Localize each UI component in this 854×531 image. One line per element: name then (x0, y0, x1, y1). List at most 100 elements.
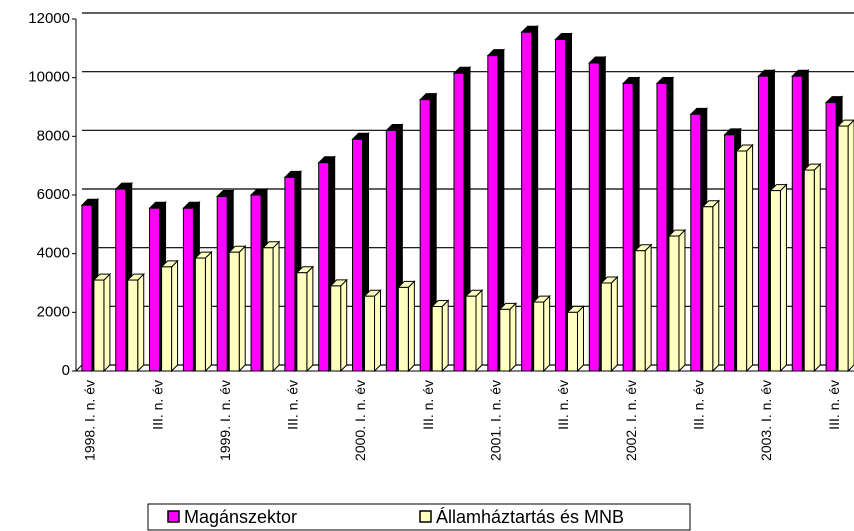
bar-side (475, 288, 483, 373)
bar (261, 240, 281, 373)
bar-side (576, 305, 584, 373)
bar (667, 228, 687, 373)
bar (566, 305, 585, 373)
bar-front (499, 308, 511, 372)
bar-front (588, 62, 600, 372)
bar-front (182, 207, 194, 372)
y-tick-label: 12000 (28, 10, 70, 27)
bar-side (847, 119, 854, 373)
bar-side (644, 243, 652, 373)
bar-front (622, 83, 634, 372)
y-tick-label: 2000 (37, 303, 70, 320)
bar-front (634, 250, 646, 372)
y-tick-label: 0 (62, 362, 70, 379)
bar-front (769, 190, 781, 372)
bar-front (228, 251, 240, 372)
bar-front (566, 311, 578, 372)
bar-front (465, 295, 477, 372)
x-tick-label: 1999. I. n. év (217, 380, 233, 461)
bar (836, 119, 854, 373)
bar-side (779, 183, 787, 373)
bar-front (521, 31, 533, 372)
bar-front (81, 204, 93, 372)
bar-side (103, 272, 111, 373)
bar-side (813, 162, 821, 373)
x-tick-label: III. n. év (149, 380, 165, 430)
bar (397, 280, 416, 373)
legend-swatch (419, 510, 432, 523)
bar (769, 183, 788, 373)
bar-front (296, 272, 308, 372)
bar-front (791, 75, 803, 372)
bar-side (407, 280, 415, 373)
bar-front (161, 266, 173, 372)
legend-label: Magánszektor (184, 507, 297, 527)
bar-front (554, 39, 566, 372)
bar (735, 143, 754, 373)
bar (803, 162, 822, 373)
bar-front (419, 99, 431, 372)
bar-front (702, 206, 714, 372)
x-tick-label: 2000. I. n. év (352, 380, 368, 461)
bar-side (238, 244, 246, 373)
bar-side (678, 228, 686, 373)
bar (126, 272, 145, 373)
bar-side (340, 278, 348, 373)
bar (498, 302, 518, 373)
bar-side (272, 240, 280, 373)
x-tick-label: III. n. év (690, 380, 706, 430)
bar-side (137, 272, 145, 373)
bar-side (171, 259, 179, 373)
bar (430, 299, 450, 373)
bar-front (690, 113, 702, 372)
bar (633, 243, 653, 373)
bar-front (149, 207, 161, 372)
legend-swatch (167, 510, 180, 523)
x-tick-label: III. n. év (826, 380, 842, 430)
y-tick-label: 8000 (37, 127, 70, 144)
bar-front (385, 129, 397, 372)
bar-front (364, 295, 376, 372)
x-tick-label: III. n. év (420, 380, 436, 430)
x-tick-label: 2003. I. n. év (758, 380, 774, 461)
bar-front (803, 169, 815, 372)
bar-front (487, 55, 499, 372)
bar (701, 199, 720, 373)
bar (554, 32, 573, 373)
bar-front (352, 138, 364, 372)
legend-label: Államháztartás és MNB (436, 507, 624, 527)
legend-box (147, 503, 691, 531)
bar (329, 278, 348, 373)
bar-side (204, 250, 212, 373)
bar-side (712, 199, 720, 373)
y-tick-label: 6000 (37, 186, 70, 203)
x-tick-label: III. n. év (285, 380, 301, 430)
y-tick-label: 10000 (28, 69, 70, 86)
bar (194, 250, 213, 373)
bar-front (736, 150, 748, 372)
x-tick-label: 2002. I. n. év (623, 380, 639, 461)
bar (532, 294, 551, 373)
bar-front (431, 305, 443, 372)
bar-side (441, 299, 449, 373)
x-tick-label: 2001. I. n. év (488, 380, 504, 461)
bar-side (543, 294, 551, 373)
y-tick-label: 4000 (37, 245, 70, 262)
bar-side (746, 143, 754, 373)
bar-front (757, 75, 769, 372)
bar-front (825, 102, 837, 372)
bar-front (656, 83, 668, 372)
bar-front (318, 162, 330, 372)
bar-front (668, 235, 680, 372)
bar (418, 92, 438, 373)
bar (600, 275, 619, 373)
bar-front (453, 72, 465, 372)
bar-side (610, 275, 618, 373)
bar-front (330, 285, 342, 372)
bar-front (533, 301, 545, 372)
bar (295, 265, 315, 373)
bar-side (306, 265, 314, 373)
bar-front (397, 286, 409, 372)
bar-front (216, 195, 228, 372)
